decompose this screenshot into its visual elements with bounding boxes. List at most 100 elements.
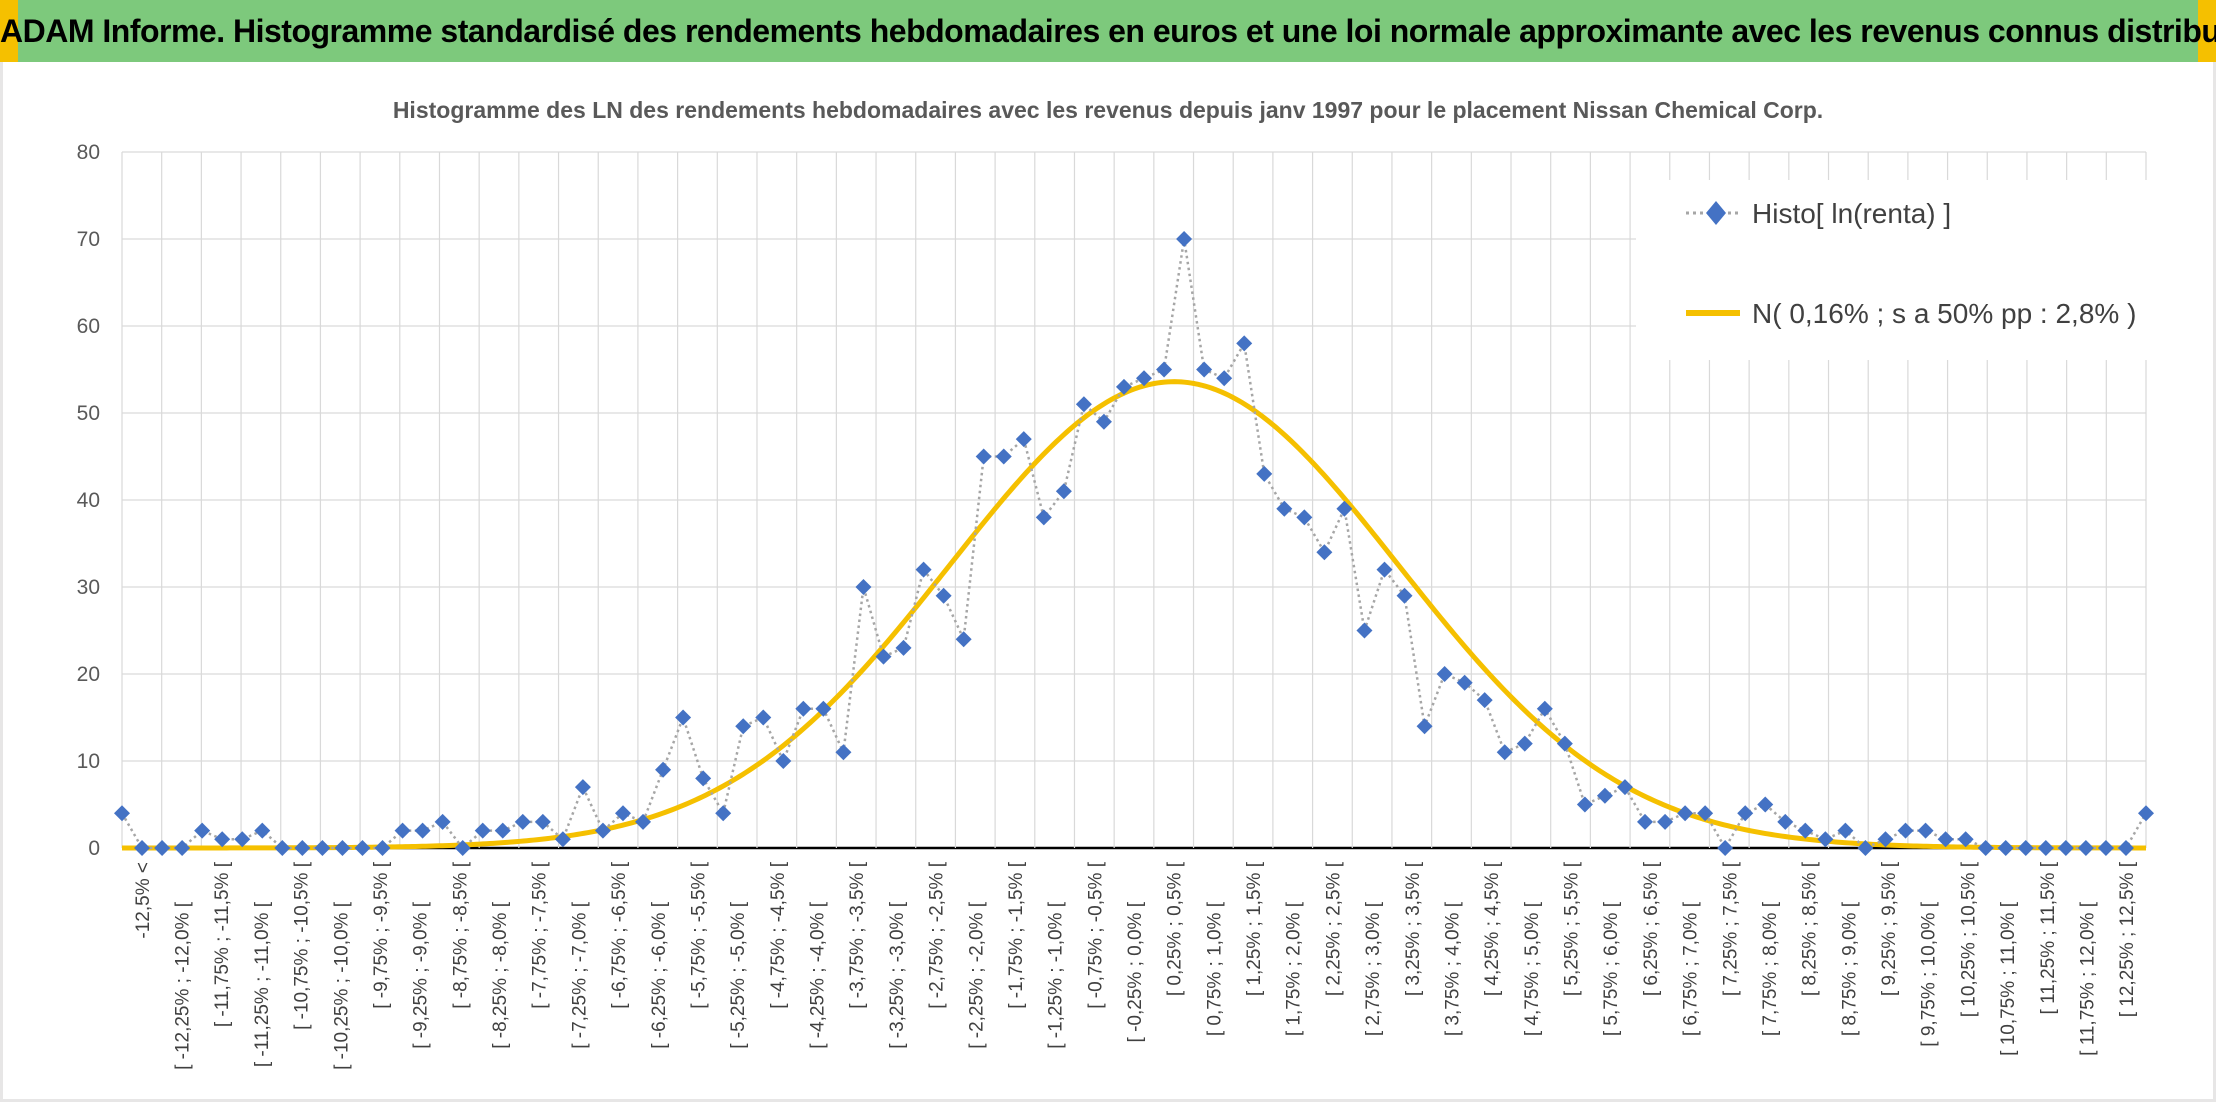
histogram-point [554, 831, 571, 848]
x-tick-label: [ -2,75% ; -2,5% [ [927, 861, 948, 1009]
histogram-point [2037, 840, 2054, 856]
histogram-point [1055, 483, 1072, 500]
histogram-point [1115, 378, 1132, 395]
x-tick-label: [ -8,25% ; -8,0% [ [490, 901, 511, 1049]
x-tick-label: [ 4,75% ; 5,0% [ [1522, 901, 1543, 1036]
histogram-point [1637, 813, 1654, 830]
y-axis: 0 10 20 30 40 50 60 70 80 [77, 141, 100, 860]
y-tick-label: 20 [77, 663, 100, 686]
histogram-point [955, 631, 972, 648]
x-tick-label: [ -10,75% ; -10,5% [ [292, 861, 313, 1030]
histogram-point [1396, 587, 1413, 604]
x-tick-label: [ -1,75% ; -1,5% [ [1006, 861, 1027, 1009]
x-tick-label: [ 9,25% ; 9,5% [ [1879, 861, 1900, 996]
histogram-point [1817, 831, 1834, 848]
histogram-point [995, 448, 1012, 465]
histogram-point [1236, 335, 1253, 352]
y-tick-label: 60 [77, 315, 100, 338]
histogram-point [474, 822, 491, 839]
histogram-point [494, 822, 511, 839]
y-tick-label: 50 [77, 402, 100, 425]
histogram-point [675, 709, 692, 726]
histogram-point [1216, 370, 1233, 387]
histogram-point [1777, 813, 1794, 830]
histogram-point [1376, 561, 1393, 578]
histogram-point [1476, 692, 1493, 709]
histogram-point [614, 805, 631, 822]
histogram-point [2017, 840, 2034, 856]
x-tick-label: [ 9,75% ; 10,0% [ [1919, 901, 1940, 1046]
x-tick-label: [ -11,25% ; -11,0% [ [252, 901, 273, 1067]
y-tick-label: 30 [77, 576, 100, 599]
x-tick-label: [ 10,25% ; 10,5% [ [1958, 861, 1979, 1017]
histogram-point [1797, 822, 1814, 839]
x-tick-label: [ -7,25% ; -7,0% [ [569, 901, 590, 1049]
histogram-point [1917, 822, 1934, 839]
histogram-point [1556, 735, 1573, 752]
x-tick-label: [ 3,25% ; 3,5% [ [1403, 861, 1424, 996]
histogram-point [1256, 465, 1273, 482]
x-tick-label: [ 10,75% ; 11,0% [ [1998, 901, 2019, 1056]
x-tick-label: [ 3,75% ; 4,0% [ [1442, 901, 1463, 1036]
histogram-point [1536, 700, 1553, 717]
x-tick-label: [ -6,25% ; -6,0% [ [649, 901, 670, 1049]
normal-curve-series [122, 379, 2146, 851]
histogram-point [234, 831, 251, 848]
x-tick-label: [ -3,25% ; -3,0% [ [887, 901, 908, 1049]
x-tick-label: [ 2,75% ; 3,0% [ [1363, 901, 1384, 1036]
histogram-point [1356, 622, 1373, 639]
x-tick-label: [ -10,25% ; -10,0% [ [331, 901, 352, 1070]
histogram-point [1697, 805, 1714, 822]
x-tick-label: [ 1,75% ; 2,0% [ [1284, 901, 1305, 1036]
histogram-point [855, 579, 872, 595]
histogram-point [975, 448, 992, 465]
histogram-point [2057, 840, 2074, 856]
histogram-point [1095, 413, 1112, 430]
y-tick-label: 10 [77, 750, 100, 773]
x-tick-label: [ -8,75% ; -8,5% [ [450, 861, 471, 1009]
histogram-point [915, 561, 932, 578]
histogram-point [1296, 509, 1313, 526]
x-tick-label: [ 11,75% ; 12,0% [ [2077, 901, 2098, 1056]
histogram-point [695, 770, 712, 787]
histogram-point [1496, 744, 1513, 761]
x-tick-label: [ 5,25% ; 5,5% [ [1562, 861, 1583, 996]
histogram-point [1757, 796, 1774, 813]
histogram-point [514, 813, 531, 830]
x-tick-label: [ 4,25% ; 4,5% [ [1482, 861, 1503, 996]
histogram-point [835, 744, 852, 761]
legend-background [1636, 180, 2210, 360]
histogram-point [114, 805, 130, 822]
histogram-point [574, 779, 591, 796]
histogram-point [655, 761, 672, 778]
histogram-point [1897, 822, 1914, 839]
histogram-point [935, 587, 952, 604]
histogram-point [354, 840, 371, 856]
x-tick-label: [ 12,25% ; 12,5% [ [2117, 861, 2138, 1017]
histogram-point [374, 840, 391, 856]
x-tick-label: [ 7,75% ; 8,0% [ [1760, 901, 1781, 1036]
histogram-point [1717, 840, 1734, 856]
chart-title: Histogramme des LN des rendements hebdom… [393, 97, 1823, 123]
x-tick-label: [ 1,25% ; 1,5% [ [1244, 861, 1265, 996]
histogram-point [815, 700, 832, 717]
histogram-point [1957, 831, 1974, 848]
x-tick-label: [ -1,25% ; -1,0% [ [1046, 901, 1067, 1049]
y-tick-label: 0 [88, 837, 100, 860]
histogram-point [735, 718, 752, 735]
histogram-point [895, 639, 912, 656]
y-tick-label: 40 [77, 489, 100, 512]
histogram-point [2097, 840, 2114, 856]
x-tick-label: [ -5,25% ; -5,0% [ [728, 901, 749, 1049]
histogram-point [434, 813, 451, 830]
x-tick-label: [ -7,75% ; -7,5% [ [530, 861, 551, 1009]
histogram-point [1937, 831, 1954, 848]
histogram-point [594, 822, 611, 839]
histogram-point [1196, 361, 1213, 378]
histogram-point [1677, 805, 1694, 822]
histogram-point [1276, 500, 1293, 517]
chart-legend: Histo[ ln(renta) ] N( 0,16% ; s a 50% pp… [1636, 180, 2210, 360]
x-tick-label: [ -4,25% ; -4,0% [ [808, 901, 829, 1049]
histogram-point [1596, 787, 1613, 804]
histogram-point [1136, 370, 1153, 387]
